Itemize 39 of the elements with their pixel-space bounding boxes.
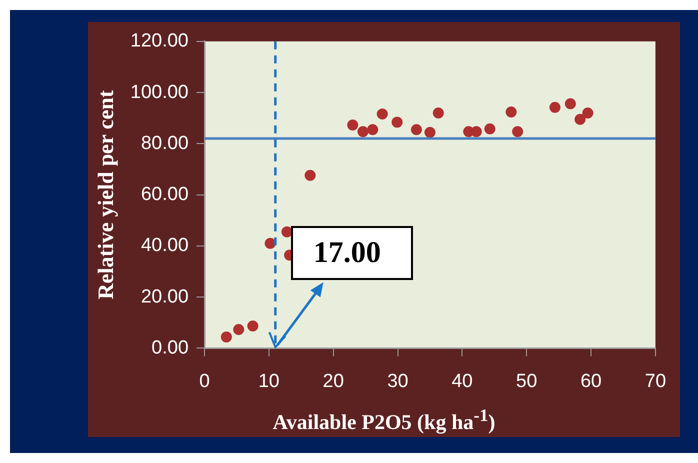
point — [220, 331, 232, 342]
y-tick-label: 60.00 — [140, 184, 189, 206]
y-axis-title: Relative yield per cent — [92, 90, 118, 300]
point — [264, 238, 276, 249]
x-tick-label: 0 — [199, 370, 210, 392]
x-tick-label: 50 — [516, 370, 538, 392]
y-tick-label: 40.00 — [140, 235, 189, 256]
point — [392, 116, 403, 128]
y-tick-label: 100.00 — [130, 82, 189, 103]
x-tick-label: 70 — [644, 370, 666, 392]
y-tick-label: 20.00 — [140, 286, 189, 308]
point — [281, 226, 292, 238]
point — [247, 320, 258, 332]
point — [424, 126, 436, 138]
point — [357, 126, 368, 138]
y-tick-label: 0.00 — [152, 337, 189, 358]
point — [304, 170, 316, 181]
point — [376, 108, 388, 120]
point — [564, 98, 576, 110]
point — [549, 102, 560, 113]
point — [582, 107, 594, 118]
x-tick-label: 40 — [452, 370, 473, 392]
point — [484, 123, 496, 134]
point — [506, 106, 517, 118]
x-tick-label: 60 — [580, 370, 602, 392]
point — [432, 107, 444, 118]
point — [347, 120, 358, 131]
point — [367, 124, 378, 136]
x-tick-label: 30 — [387, 370, 408, 392]
y-tick-label: 80.00 — [140, 132, 189, 154]
point — [512, 126, 524, 138]
point — [574, 114, 586, 125]
x-axis-title: Available P2O5 (kg ha$^{-1}$) — [272, 405, 496, 435]
point — [233, 324, 244, 336]
x-tick-label: 20 — [322, 370, 344, 392]
annotation: 17.00 — [291, 226, 413, 280]
x-tick-label: 10 — [258, 370, 280, 392]
y-tick-label: 120.00 — [130, 30, 189, 52]
point — [410, 124, 422, 136]
